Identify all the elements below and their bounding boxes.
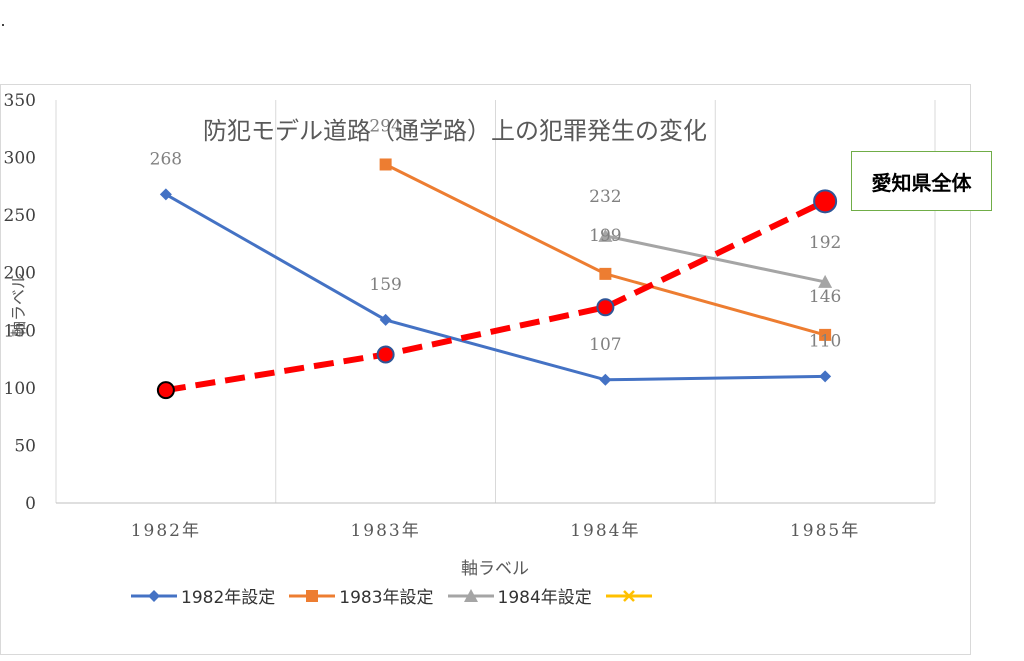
chart-area-border — [0, 84, 971, 655]
overlay-point — [596, 298, 615, 317]
overlay-line — [165, 198, 827, 394]
legend-item — [605, 588, 656, 604]
overlay-point — [376, 345, 395, 364]
y-tick-label: 200 — [4, 264, 36, 284]
chart-legend: 1982年設定 1983年設定 1984年設定 — [131, 583, 670, 608]
data-label: 159 — [369, 275, 401, 295]
chart-title: 防犯モデル道路（通学路）上の犯罪発生の変化 — [203, 117, 707, 145]
data-label: 232 — [589, 187, 621, 207]
x-tick-label: 1984年 — [570, 521, 640, 541]
x-axis-title: 軸ラベル — [461, 559, 529, 579]
series-point — [818, 274, 833, 288]
legend-item: 1983年設定 — [289, 583, 434, 608]
data-label: 192 — [809, 233, 841, 253]
legend-label: 1984年設定 — [497, 588, 592, 608]
legend-swatch — [131, 589, 177, 602]
x-tick-label: 1983年 — [350, 521, 420, 541]
series-point — [599, 373, 612, 386]
legend-label: 1982年設定 — [181, 588, 276, 608]
data-label: 107 — [589, 335, 621, 355]
series-point — [819, 328, 832, 341]
y-tick-label: 100 — [4, 379, 36, 399]
series-point — [379, 313, 392, 326]
series-point — [159, 188, 172, 201]
series-point — [598, 228, 613, 242]
data-label: 294 — [369, 116, 401, 136]
y-tick-label: 0 — [25, 494, 36, 514]
y-tick-label: 50 — [14, 436, 36, 456]
legend-swatch — [605, 589, 652, 602]
stray-dot — [2, 24, 4, 26]
series-point — [379, 158, 392, 171]
data-label: 146 — [809, 287, 841, 307]
legend-item: 1984年設定 — [447, 583, 592, 608]
series-point — [599, 267, 612, 280]
callout-text: 愛知県全体 — [871, 170, 972, 195]
legend-swatch — [447, 588, 494, 602]
legend-item: 1982年設定 — [131, 583, 275, 608]
data-label: 199 — [589, 226, 621, 246]
legend-label: 1983年設定 — [339, 588, 434, 608]
x-tick-label: 1982年 — [131, 521, 201, 541]
overlay-point — [813, 189, 838, 214]
x-tick-label: 1985年 — [790, 521, 860, 541]
data-label: 268 — [150, 149, 182, 169]
legend-swatch — [289, 589, 336, 602]
y-tick-label: 300 — [4, 149, 36, 169]
y-tick-label: 250 — [4, 206, 36, 226]
overlay-point — [156, 381, 175, 400]
series-point — [819, 370, 832, 383]
data-label: 110 — [809, 331, 841, 351]
y-tick-label: 150 — [4, 321, 36, 341]
callout-label: 愛知県全体 — [851, 151, 992, 211]
y-axis-title: 軸ラベル — [9, 273, 28, 337]
series-line — [165, 193, 826, 382]
y-tick-label: 350 — [4, 91, 36, 111]
series-line — [605, 234, 826, 284]
